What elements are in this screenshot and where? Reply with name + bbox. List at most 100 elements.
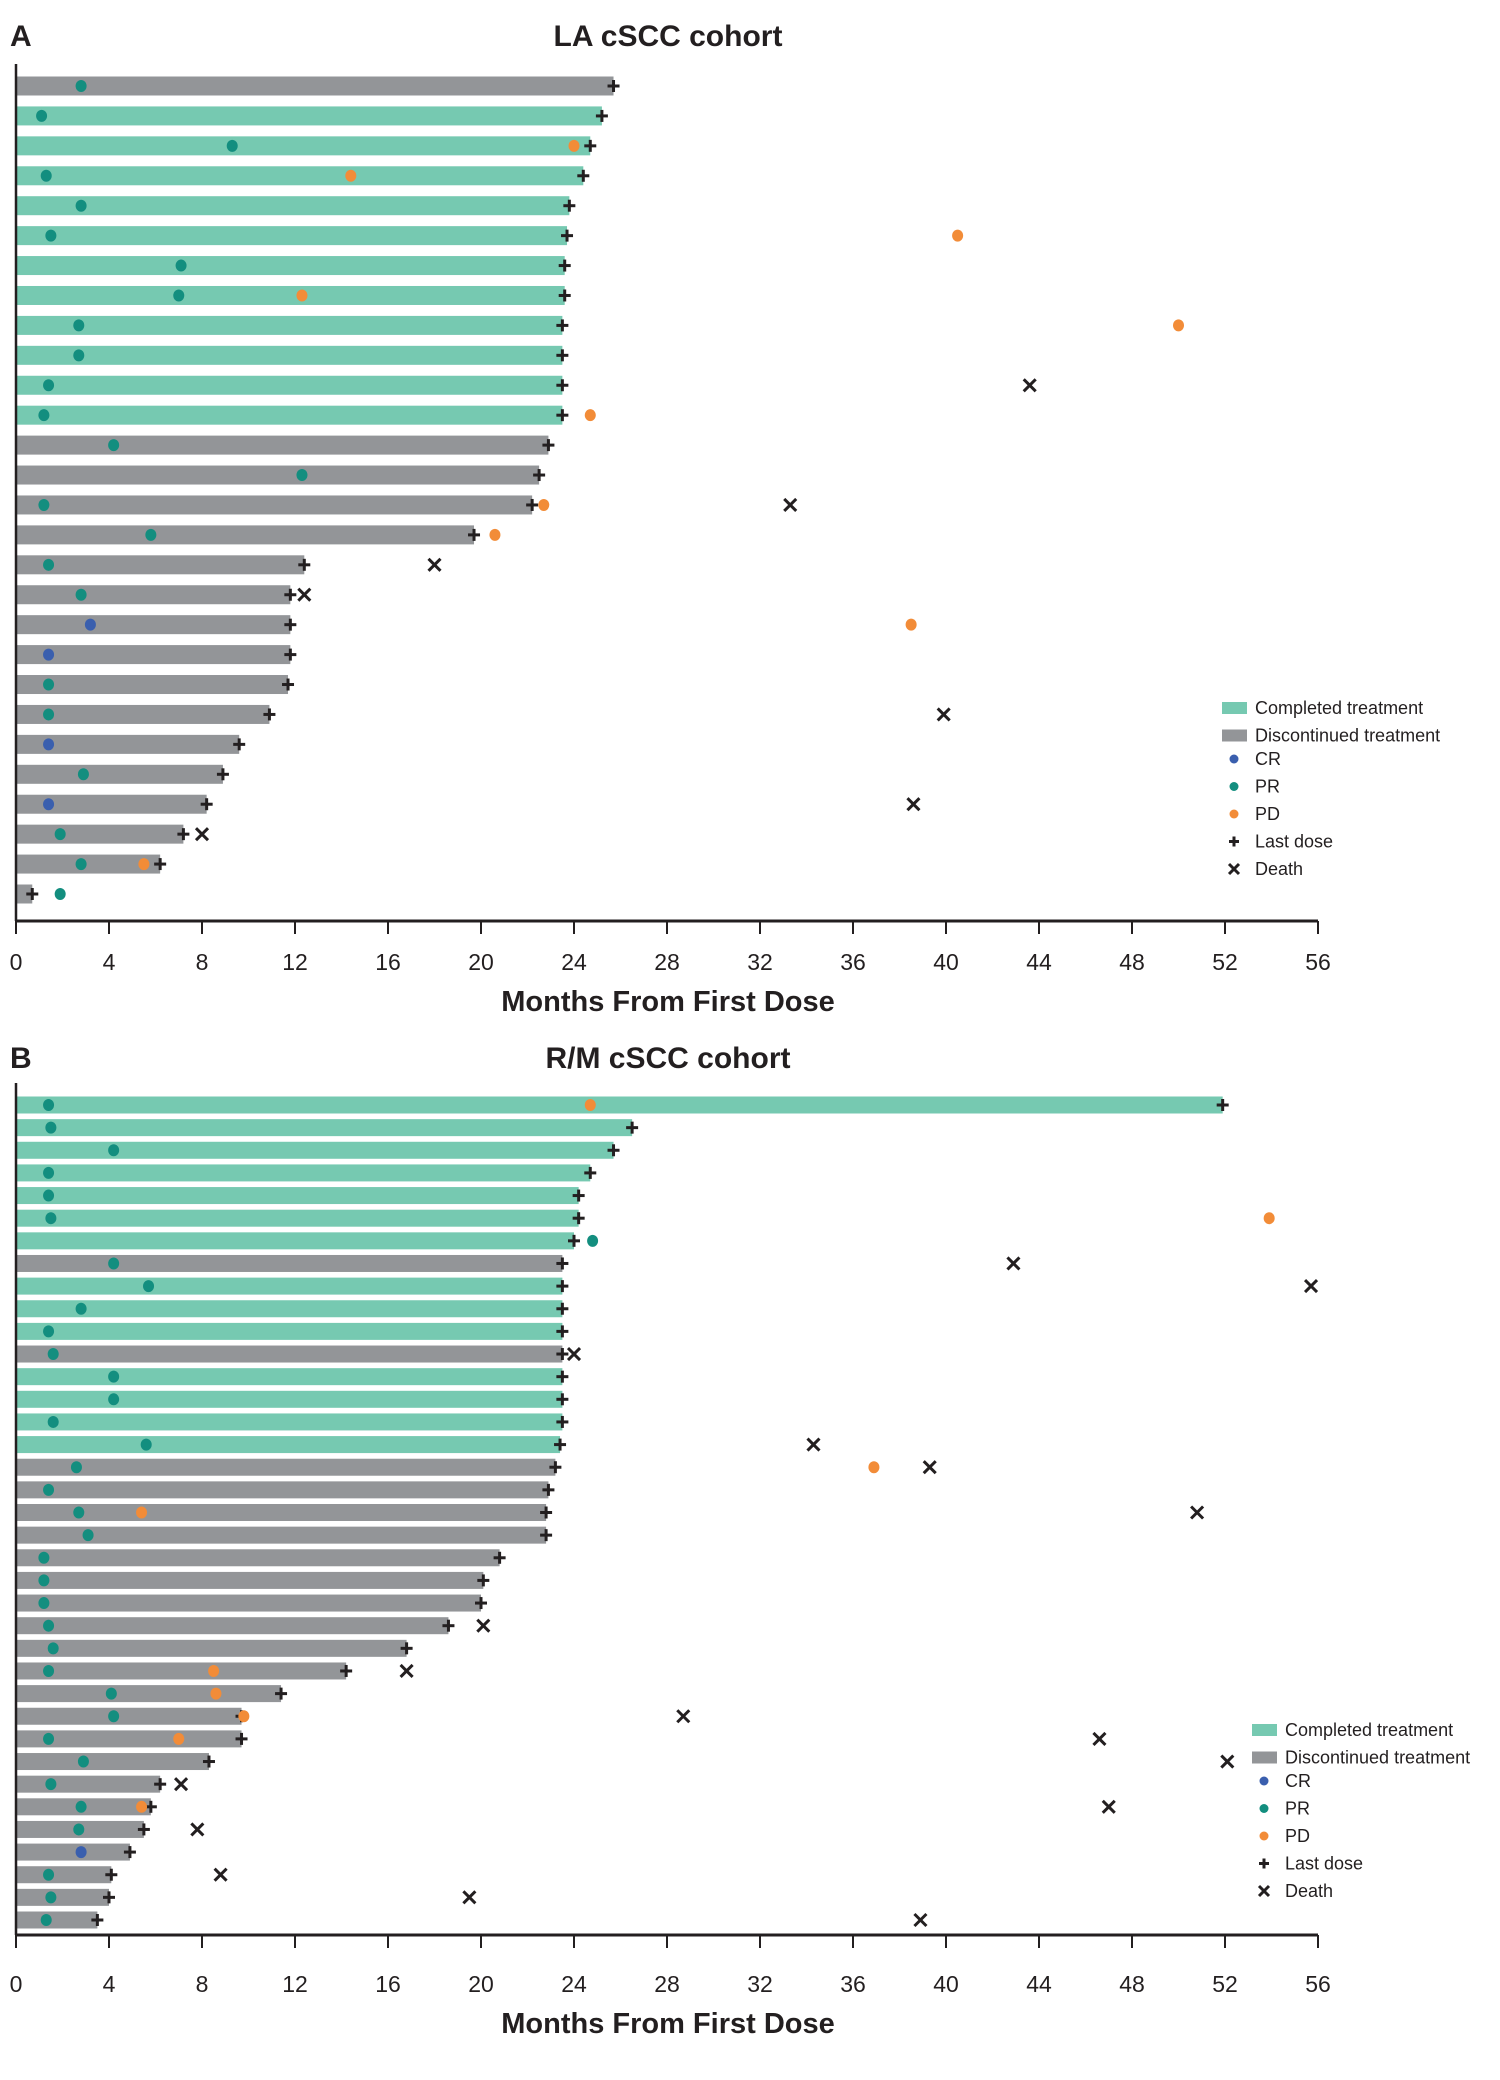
bar-completed-treatment [16, 1368, 563, 1386]
panel-a-bars [16, 76, 614, 904]
last-dose-marker [137, 1823, 150, 1836]
response-cr-marker [84, 618, 96, 631]
x-tick-label: 12 [282, 949, 308, 975]
legend-item-CR: CR [1229, 749, 1281, 769]
last-dose-marker [558, 259, 571, 272]
bar-completed-treatment [16, 1187, 579, 1205]
panel-letter-a: A [10, 20, 32, 53]
last-dose-marker [298, 558, 311, 571]
last-dose-marker [284, 588, 297, 601]
panel-b-x-axis-label: Months From First Dose [501, 2008, 835, 2040]
x-tick-label: 4 [103, 1971, 116, 1997]
death-marker [213, 1867, 228, 1882]
last-dose-marker [477, 1574, 490, 1587]
panel-b-bars [16, 1096, 1223, 1929]
last-dose-marker [563, 199, 576, 212]
bar-discontinued-treatment [16, 585, 291, 605]
legend-item-death: Death [1257, 1881, 1333, 1901]
x-tick-label: 28 [654, 1971, 680, 1997]
last-dose-marker [123, 1846, 136, 1859]
bar-completed-treatment [16, 1277, 563, 1295]
response-pd-marker [238, 1710, 250, 1723]
last-dose-marker [572, 1189, 585, 1202]
bar-completed-treatment [16, 345, 563, 365]
last-dose-marker [235, 1732, 248, 1745]
bar-discontinued-treatment [16, 1345, 563, 1363]
death-marker [427, 557, 442, 572]
response-pr-marker [226, 139, 238, 152]
panel-b-title: R/M cSCC cohort [545, 1042, 790, 1075]
bar-completed-treatment [16, 1164, 591, 1182]
death-marker [399, 1663, 414, 1679]
last-dose-marker [468, 528, 481, 541]
x-tick-label: 8 [196, 1971, 209, 1997]
legend-item-PD: PD [1229, 804, 1280, 824]
response-pr-marker [43, 678, 55, 691]
response-pd-marker [210, 1687, 222, 1700]
response-pr-marker [38, 1574, 50, 1587]
response-pr-marker [77, 768, 89, 781]
bar-discontinued-treatment [16, 1254, 563, 1272]
last-dose-marker [556, 1393, 569, 1406]
legend-label: PR [1255, 777, 1280, 797]
legend-label: CR [1285, 1771, 1311, 1791]
last-dose-marker [577, 169, 590, 182]
response-pd-marker [584, 1099, 596, 1111]
x-tick-label: 32 [747, 949, 773, 975]
response-pd-marker [345, 169, 357, 182]
response-pr-marker [54, 888, 66, 900]
x-tick-label: 56 [1305, 949, 1331, 975]
bar-completed-treatment [16, 1141, 614, 1159]
panel-a-legend: Completed treatment Discontinued treatmen… [1222, 698, 1440, 879]
response-pr-marker [40, 169, 52, 182]
x-tick-label: 40 [933, 949, 959, 975]
death-marker [1190, 1505, 1205, 1520]
last-dose-marker [475, 1597, 487, 1610]
bar-discontinued-treatment [16, 1843, 130, 1861]
bar-discontinued-treatment [16, 1730, 242, 1748]
bar-completed-treatment [16, 1390, 563, 1408]
death-marker [297, 587, 312, 602]
last-dose-marker [540, 1506, 553, 1519]
bar-discontinued-treatment [16, 854, 161, 874]
response-pr-marker [105, 1687, 117, 1700]
response-pr-marker [47, 1415, 59, 1428]
last-dose-marker [91, 1914, 104, 1926]
bar-completed-treatment [16, 1436, 561, 1454]
last-dose-marker [263, 708, 276, 721]
last-dose-marker [549, 1461, 562, 1474]
last-dose-marker [558, 289, 571, 302]
bar-discontinued-treatment [16, 1911, 98, 1929]
bar-discontinued-treatment [16, 675, 289, 695]
x-tick-label: 20 [468, 949, 494, 975]
death-marker [913, 1912, 928, 1928]
response-pr-marker [82, 1529, 94, 1542]
legend-item-last-dose: Last dose [1259, 1854, 1363, 1874]
bar-discontinued-treatment [16, 645, 291, 665]
last-dose-marker [542, 1483, 555, 1496]
last-dose-marker [626, 1121, 639, 1134]
response-pr-marker [108, 1710, 120, 1723]
response-pr-marker [43, 1189, 55, 1202]
bar-completed-treatment [16, 285, 565, 305]
bar-discontinued-treatment [16, 435, 549, 455]
response-pr-marker [43, 1099, 55, 1111]
bar-completed-treatment [16, 1232, 574, 1250]
last-dose-marker [533, 469, 546, 482]
bar-discontinued-treatment [16, 1481, 549, 1499]
legend-plus-icon [1259, 1858, 1269, 1869]
legend-label: Death [1255, 859, 1303, 879]
last-dose-marker [233, 738, 246, 751]
bar-completed-treatment [16, 1209, 579, 1227]
response-pr-marker [43, 379, 55, 392]
x-tick-label: 28 [654, 949, 680, 975]
response-pr-marker [43, 708, 55, 721]
response-pr-marker [73, 319, 85, 332]
x-tick-label: 20 [468, 1971, 494, 1997]
legend-dot-pr [1259, 1804, 1269, 1813]
legend-label: Discontinued treatment [1255, 726, 1440, 746]
response-pr-marker [77, 1755, 89, 1768]
legend-label: Last dose [1255, 832, 1333, 852]
panel-b-markers [38, 1099, 1319, 1928]
response-pr-marker [75, 80, 87, 92]
